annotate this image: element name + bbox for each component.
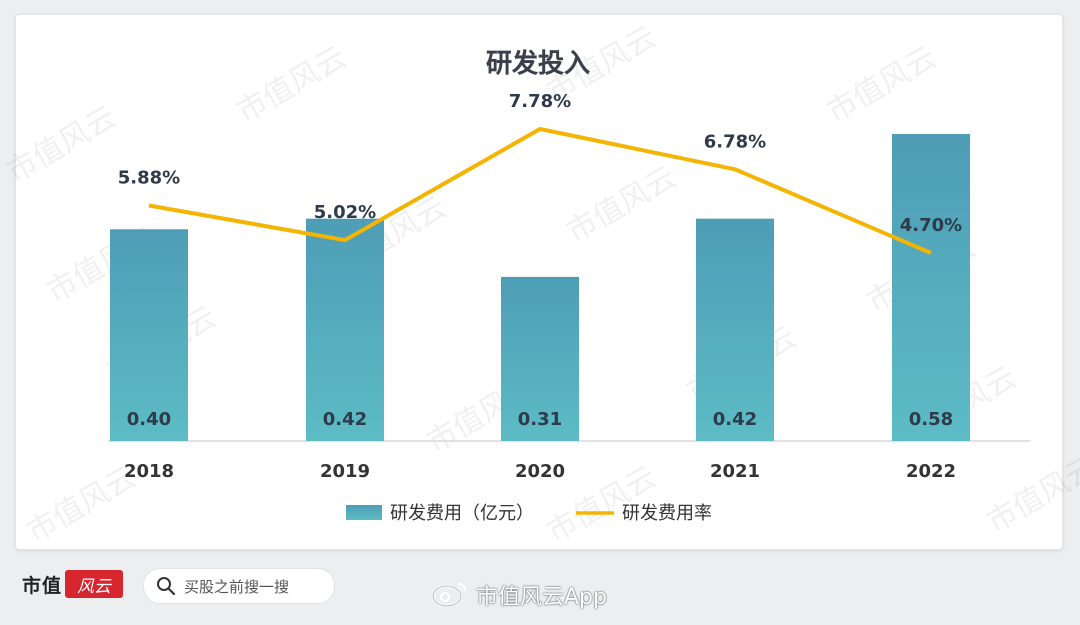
line-value-label: 5.88% (118, 167, 180, 188)
search-placeholder: 买股之前搜一搜 (184, 577, 290, 596)
search-icon (156, 576, 176, 596)
line-value-label: 6.78% (704, 131, 766, 152)
legend: 研发费用（亿元） 研发费用率 (346, 503, 712, 524)
line-value-label: 4.70% (900, 215, 962, 236)
bar-value-label: 0.31 (518, 409, 562, 430)
weibo-watermark: 市值风云App (430, 578, 607, 612)
x-tick-label: 2019 (320, 461, 370, 482)
weibo-text: 市值风云App (476, 585, 607, 610)
brand-logo: 市值 风云 (22, 570, 124, 598)
legend-line-label: 研发费用率 (622, 503, 712, 524)
line-value-label: 5.02% (314, 202, 376, 223)
x-tick-label: 2020 (515, 461, 565, 482)
bar-value-label: 0.40 (127, 409, 171, 430)
x-tick-label: 2022 (906, 461, 956, 482)
bar-value-label: 0.42 (713, 409, 757, 430)
bar-2020 (501, 276, 579, 441)
brand-text: 市值 (22, 574, 63, 597)
line-value-label: 7.78% (509, 91, 571, 112)
bar-2022 (892, 134, 970, 441)
bar-value-label: 0.58 (909, 409, 953, 430)
line-series-rate (148, 127, 932, 255)
x-tick-label: 2018 (124, 461, 174, 482)
bar-value-label: 0.42 (323, 409, 367, 430)
bar-2019 (306, 218, 384, 441)
legend-bar-label: 研发费用（亿元） (390, 503, 534, 524)
bar-2021 (696, 218, 774, 441)
chart-title: 研发投入 (486, 48, 590, 79)
x-tick-label: 2021 (710, 461, 760, 482)
legend-bar-swatch (346, 505, 382, 520)
bar-2018 (110, 229, 188, 441)
search-box[interactable]: 买股之前搜一搜 (143, 568, 335, 604)
weibo-icon (430, 578, 470, 612)
footer: 市值 风云 买股之前搜一搜 市值风云App (0, 556, 1080, 616)
brand-seal: 风云 (65, 570, 124, 598)
